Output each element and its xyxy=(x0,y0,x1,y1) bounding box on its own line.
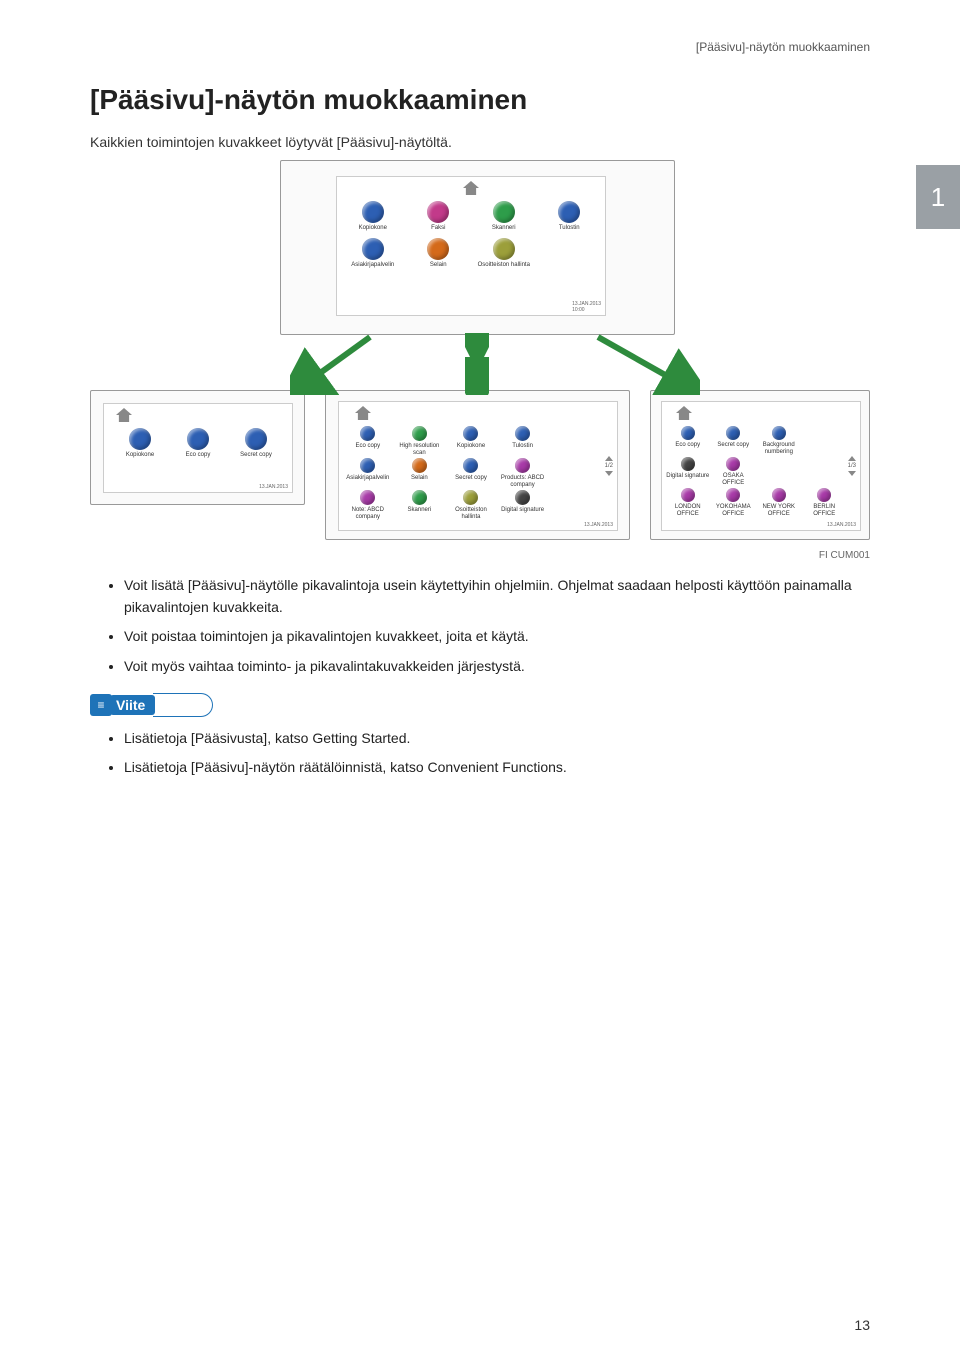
panel-bottom-left: KopiokoneEco copySecret copy 13.JAN.2013 xyxy=(90,390,305,505)
panel-bl-date: 13.JAN.2013 xyxy=(259,484,288,490)
app-icon: Tulostin xyxy=(538,201,602,232)
panel-bottom-center: Eco copyHigh resolution scanKopiokoneTul… xyxy=(325,390,630,540)
app-icon: Secret copy xyxy=(228,428,284,459)
figure: KopiokoneFaksiSkanneriTulostin Asiakirja… xyxy=(90,160,870,540)
app-icon: NEW YORK OFFICE xyxy=(757,488,801,517)
app-icon: Eco copy xyxy=(666,426,710,455)
arrow-down-right xyxy=(590,333,700,395)
bullet-list-main: Voit lisätä [Pääsivu]-näytölle pikavalin… xyxy=(90,575,870,678)
app-icon: Secret copy xyxy=(712,426,756,455)
app-icon: Selain xyxy=(407,238,471,269)
app-icon xyxy=(803,457,847,486)
app-icon xyxy=(549,458,599,488)
panel-br-date: 13.JAN.2013 xyxy=(827,522,856,528)
note-label: Viite xyxy=(110,695,155,715)
note-icon: ≡ xyxy=(90,694,112,716)
chapter-tab: 1 xyxy=(916,165,960,229)
home-icon xyxy=(463,181,479,195)
note-badge: ≡ Viite xyxy=(90,692,213,718)
app-icon: Secret copy xyxy=(446,458,496,488)
app-icon: Kopiokone xyxy=(341,201,405,232)
app-icon xyxy=(757,457,801,486)
app-icon: Note: ABCD company xyxy=(343,490,393,520)
app-icon: Faksi xyxy=(407,201,471,232)
bullet-item: Voit poistaa toimintojen ja pikavalintoj… xyxy=(124,626,870,648)
arrow-down-center xyxy=(465,333,489,395)
home-icon xyxy=(355,406,371,420)
app-icon: OSAKA OFFICE xyxy=(712,457,756,486)
panel-bottom-right: Eco copySecret copyBackground numbering … xyxy=(650,390,870,540)
app-icon: Background numbering xyxy=(757,426,801,455)
app-icon xyxy=(549,490,599,520)
app-icon: Osoitteiston hallinta xyxy=(446,490,496,520)
app-icon: Asiakirjapalvelin xyxy=(343,458,393,488)
app-icon: Selain xyxy=(395,458,445,488)
app-icon: Kopiokone xyxy=(446,426,496,456)
app-icon: Products: ABCD company xyxy=(498,458,548,488)
app-icon: Digital signature xyxy=(498,490,548,520)
bullet-item: Lisätietoja [Pääsivusta], katso Getting … xyxy=(124,728,870,750)
app-icon: High resolution scan xyxy=(395,426,445,456)
app-icon: BERLIN OFFICE xyxy=(803,488,847,517)
app-icon: Skanneri xyxy=(395,490,445,520)
figure-caption: FI CUM001 xyxy=(90,550,870,561)
app-icon: Asiakirjapalvelin xyxy=(341,238,405,269)
app-icon xyxy=(549,426,599,456)
pager-center: 1/2 xyxy=(605,456,613,476)
bullet-item: Voit myös vaihtaa toiminto- ja pikavalin… xyxy=(124,656,870,678)
app-icon: YOKOHAMA OFFICE xyxy=(712,488,756,517)
app-icon: Eco copy xyxy=(170,428,226,459)
bullet-item: Lisätietoja [Pääsivu]-näytön räätälöinni… xyxy=(124,757,870,779)
app-icon: Kopiokone xyxy=(112,428,168,459)
panel-top: KopiokoneFaksiSkanneriTulostin Asiakirja… xyxy=(280,160,675,335)
panel-top-time: 10:00 xyxy=(572,307,585,313)
running-header: [Pääsivu]-näytön muokkaaminen xyxy=(90,40,870,54)
page-number: 13 xyxy=(854,1317,870,1333)
bullet-list-note: Lisätietoja [Pääsivusta], katso Getting … xyxy=(90,728,870,779)
bullet-item: Voit lisätä [Pääsivu]-näytölle pikavalin… xyxy=(124,575,870,618)
app-icon: Skanneri xyxy=(472,201,536,232)
pager-right: 1/3 xyxy=(848,456,856,476)
home-icon xyxy=(676,406,692,420)
app-icon: Osoitteiston hallinta xyxy=(472,238,536,269)
intro-text: Kaikkien toimintojen kuvakkeet löytyvät … xyxy=(90,134,870,150)
app-icon: LONDON OFFICE xyxy=(666,488,710,517)
page-title: [Pääsivu]-näytön muokkaaminen xyxy=(90,84,870,116)
panel-bc-date: 13.JAN.2013 xyxy=(584,522,613,528)
app-icon xyxy=(803,426,847,455)
app-icon: Eco copy xyxy=(343,426,393,456)
home-icon xyxy=(116,408,132,422)
arrow-down-left xyxy=(290,333,380,395)
app-icon: Digital signature xyxy=(666,457,710,486)
app-icon: Tulostin xyxy=(498,426,548,456)
